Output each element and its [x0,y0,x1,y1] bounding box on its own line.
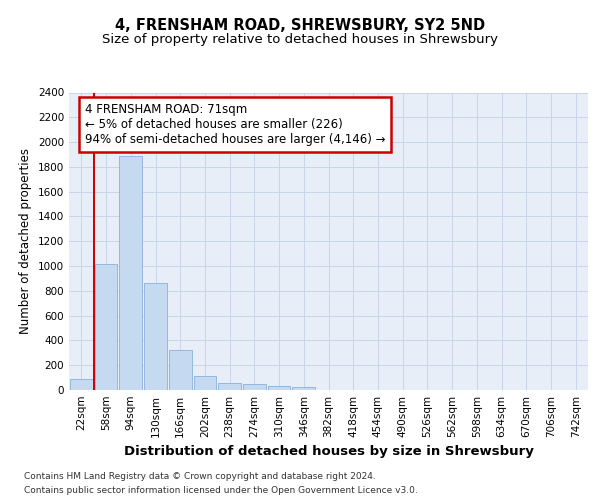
Text: 4 FRENSHAM ROAD: 71sqm
← 5% of detached houses are smaller (226)
94% of semi-det: 4 FRENSHAM ROAD: 71sqm ← 5% of detached … [85,103,385,146]
Bar [218,383,241,390]
Bar [95,264,118,390]
X-axis label: Distribution of detached houses by size in Shrewsbury: Distribution of detached houses by size … [124,446,533,458]
Y-axis label: Number of detached properties: Number of detached properties [19,148,32,334]
Bar [292,387,315,390]
Bar [144,284,167,390]
Bar [194,376,216,390]
Bar [243,384,266,390]
Bar [268,386,290,390]
Bar [70,379,93,390]
Text: Contains HM Land Registry data © Crown copyright and database right 2024.: Contains HM Land Registry data © Crown c… [24,472,376,481]
Text: 4, FRENSHAM ROAD, SHREWSBURY, SY2 5ND: 4, FRENSHAM ROAD, SHREWSBURY, SY2 5ND [115,18,485,32]
Text: Size of property relative to detached houses in Shrewsbury: Size of property relative to detached ho… [102,32,498,46]
Bar [169,350,191,390]
Text: Contains public sector information licensed under the Open Government Licence v3: Contains public sector information licen… [24,486,418,495]
Bar [119,156,142,390]
